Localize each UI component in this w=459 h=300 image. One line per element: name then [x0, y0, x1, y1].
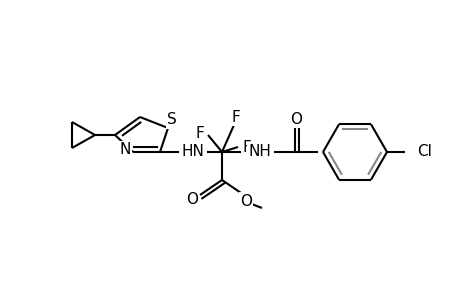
Text: F: F [195, 125, 204, 140]
Text: S: S [167, 112, 177, 128]
Text: O: O [185, 193, 197, 208]
Text: NH: NH [248, 145, 271, 160]
Text: N: N [119, 142, 130, 158]
Text: F: F [231, 110, 240, 124]
Text: O: O [240, 194, 252, 208]
Text: F: F [242, 140, 251, 154]
Text: Cl: Cl [416, 145, 431, 160]
Text: O: O [289, 112, 302, 127]
Text: HN: HN [181, 145, 204, 160]
